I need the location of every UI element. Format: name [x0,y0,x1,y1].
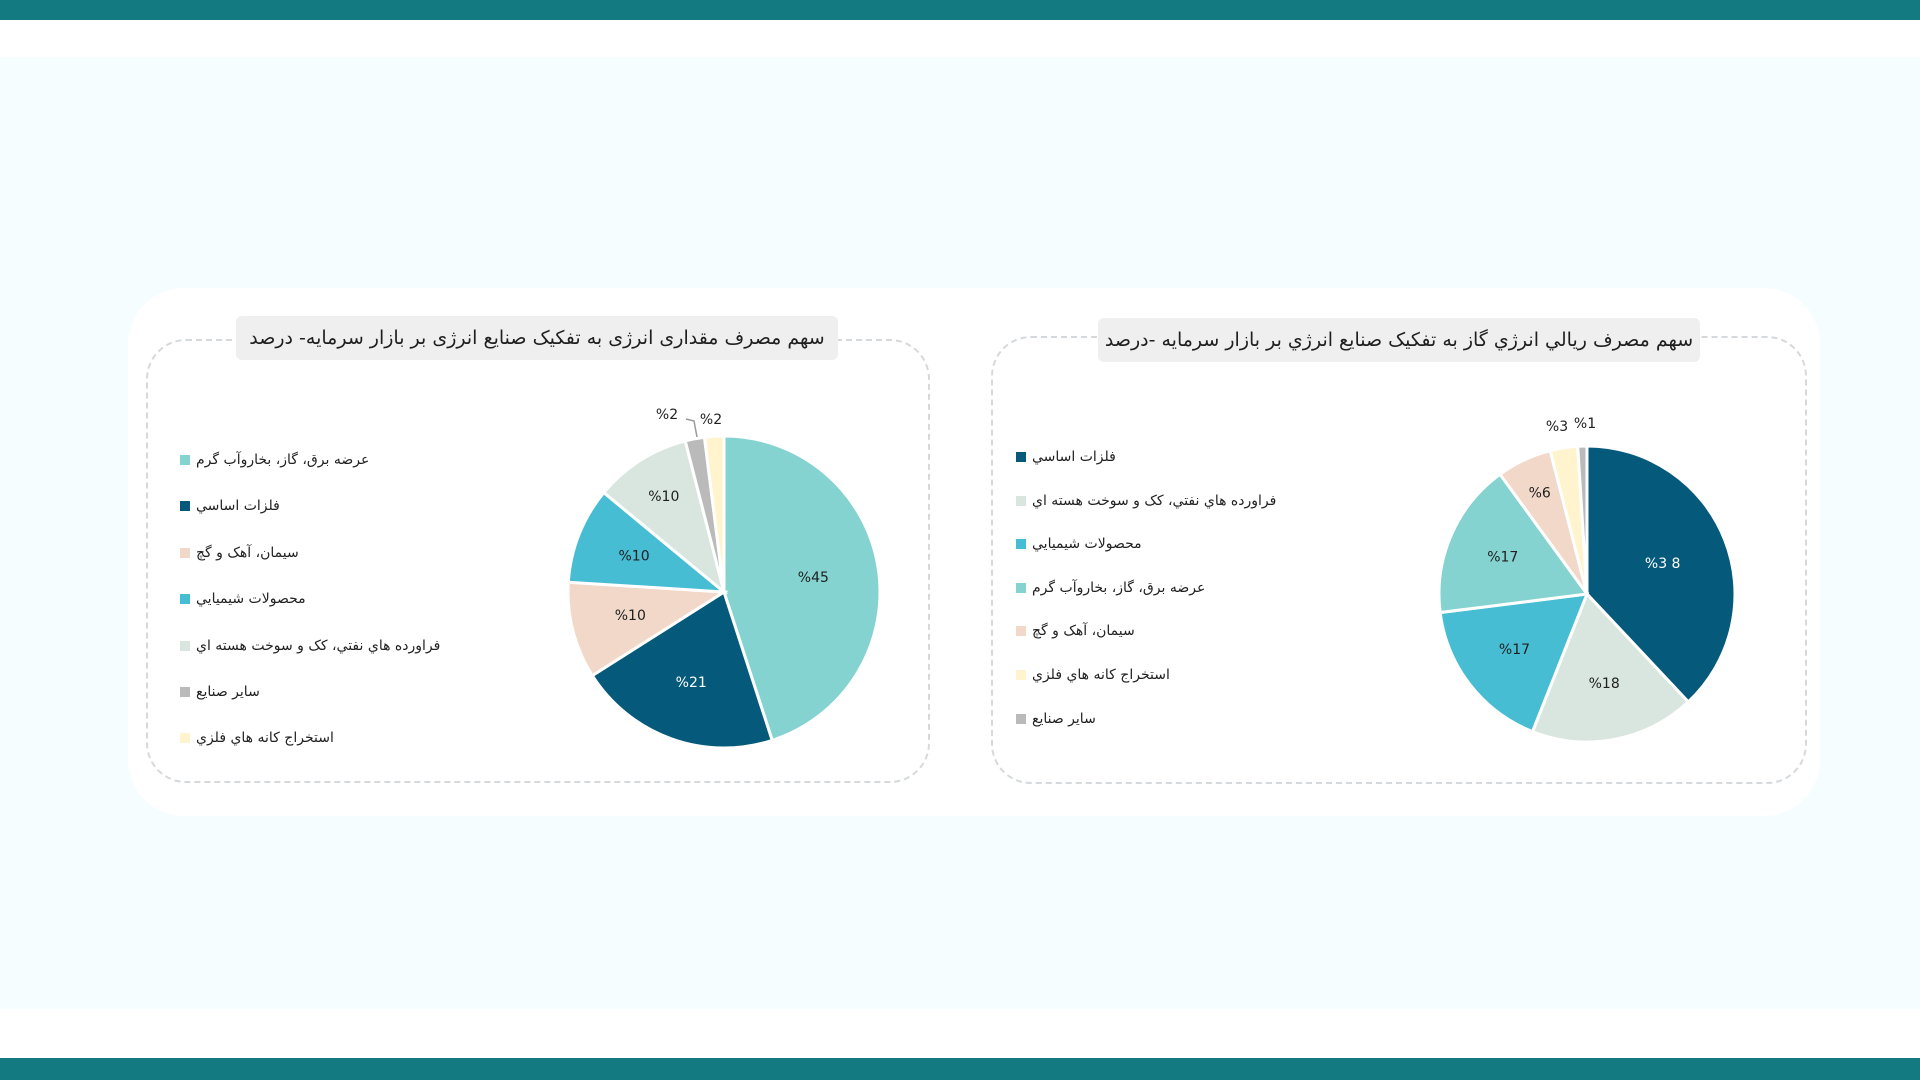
legend-label: فراورده هاي نفتي، کک و سوخت هسته اي [1032,492,1277,509]
legend-item: عرضه برق، گاز، بخاروآب گرم [1016,578,1276,598]
legend-label: استخراج کانه هاي فلزي [1032,666,1170,683]
legend-item: سيمان، آهک و گچ [180,543,440,563]
legend-label: استخراج کانه هاي فلزي [196,730,334,747]
left-chart-title: سهم مصرف مقداری انرژی به تفکیک صنایع انر… [236,316,838,360]
legend-swatch [180,733,190,744]
legend-item: محصولات شيميايي [180,589,440,609]
legend-swatch [180,640,190,651]
legend-label: سيمان، آهک و گچ [196,544,299,561]
left-chart-legend: عرضه برق، گاز، بخاروآب گرم فلزات اساسي سيم… [180,450,440,775]
legend-label: محصولات شيميايي [196,591,306,608]
legend-swatch [1016,669,1026,680]
legend-swatch [180,594,190,605]
legend-item: فلزات اساسي [180,496,440,516]
legend-item: استخراج کانه هاي فلزي [1016,665,1276,685]
legend-item: فراورده هاي نفتي، کک و سوخت هسته اي [1016,491,1276,511]
legend-item: ساير صنايع [1016,709,1276,729]
legend-swatch [1016,495,1026,506]
legend-label: محصولات شيميايي [1032,536,1142,553]
legend-item: فراورده هاي نفتي، کک و سوخت هسته اي [180,636,440,656]
legend-swatch [180,547,190,558]
right-chart-legend: فلزات اساسي فراورده هاي نفتي، کک و سوخت ه… [1016,447,1276,752]
legend-item: عرضه برق، گاز، بخاروآب گرم [180,450,440,470]
legend-item: سيمان، آهک و گچ [1016,621,1276,641]
legend-label: عرضه برق، گاز، بخاروآب گرم [196,452,370,468]
legend-label: ساير صنايع [196,683,260,700]
top-band [0,0,1920,20]
right-chart-title: سهم مصرف ريالي انرژي گاز به تفکيک صنايع … [1098,318,1700,362]
legend-swatch [180,686,190,697]
legend-item: فلزات اساسي [1016,447,1276,467]
legend-label: عرضه برق، گاز، بخاروآب گرم [1032,579,1206,596]
legend-swatch [180,501,190,512]
legend-swatch [1016,539,1026,550]
legend-label: فلزات اساسي [196,498,280,515]
bottom-band [0,1058,1920,1080]
legend-label: فراورده هاي نفتي، کک و سوخت هسته اي [196,637,441,654]
legend-swatch [1016,713,1026,724]
legend-item: محصولات شيميايي [1016,534,1276,554]
legend-swatch [1016,626,1026,637]
legend-label: سيمان، آهک و گچ [1032,623,1135,640]
legend-swatch [180,455,190,465]
legend-label: فلزات اساسي [1032,449,1116,465]
legend-swatch [1016,582,1026,593]
legend-item: استخراج کانه هاي فلزي [180,728,440,748]
legend-item: ساير صنايع [180,682,440,702]
legend-swatch [1016,452,1026,462]
legend-label: ساير صنايع [1032,710,1096,727]
